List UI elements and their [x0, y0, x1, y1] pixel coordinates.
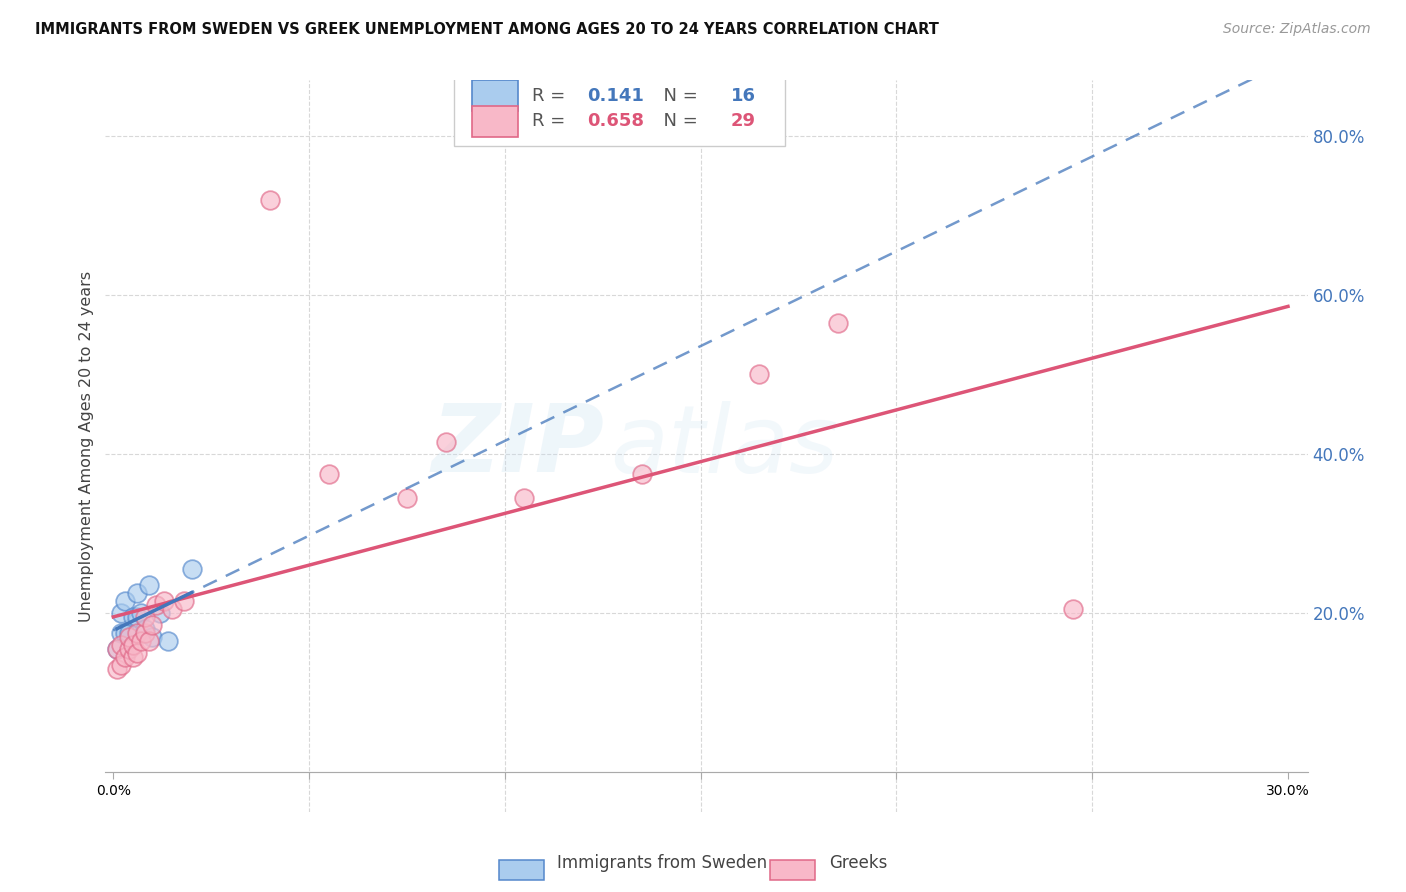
Point	[318, 467, 340, 481]
Text: Immigrants from Sweden: Immigrants from Sweden	[557, 854, 766, 871]
Point	[145, 598, 167, 612]
Text: 16: 16	[731, 87, 755, 104]
Text: N =: N =	[652, 112, 704, 130]
Point	[114, 649, 136, 664]
Point	[125, 586, 148, 600]
Point	[110, 625, 132, 640]
Text: 0.658: 0.658	[588, 112, 644, 130]
Text: ZIP: ZIP	[432, 400, 605, 492]
FancyBboxPatch shape	[472, 106, 517, 136]
Point	[160, 602, 183, 616]
Point	[173, 594, 195, 608]
Point	[134, 610, 156, 624]
Point	[138, 578, 160, 592]
Point	[141, 618, 163, 632]
Point	[121, 638, 143, 652]
Text: R =: R =	[533, 87, 571, 104]
Point	[118, 641, 141, 656]
Point	[125, 625, 148, 640]
Point	[134, 625, 156, 640]
Point	[157, 633, 180, 648]
Text: N =: N =	[652, 87, 704, 104]
Text: Greeks: Greeks	[830, 854, 889, 871]
Point	[125, 610, 148, 624]
Point	[129, 606, 152, 620]
Point	[105, 662, 128, 676]
Point	[434, 435, 457, 450]
Text: 0.141: 0.141	[588, 87, 644, 104]
Point	[141, 630, 163, 644]
Point	[513, 491, 536, 505]
Point	[105, 641, 128, 656]
Point	[125, 646, 148, 660]
Point	[118, 630, 141, 644]
Text: atlas: atlas	[610, 401, 838, 491]
Point	[1062, 602, 1084, 616]
Text: IMMIGRANTS FROM SWEDEN VS GREEK UNEMPLOYMENT AMONG AGES 20 TO 24 YEARS CORRELATI: IMMIGRANTS FROM SWEDEN VS GREEK UNEMPLOY…	[35, 22, 939, 37]
Point	[121, 649, 143, 664]
Point	[110, 657, 132, 672]
Point	[631, 467, 654, 481]
Point	[114, 594, 136, 608]
Text: 29: 29	[731, 112, 755, 130]
Point	[180, 562, 202, 576]
Point	[110, 638, 132, 652]
Point	[748, 368, 770, 382]
Point	[149, 606, 172, 620]
Point	[129, 633, 152, 648]
Point	[114, 625, 136, 640]
Point	[118, 625, 141, 640]
Point	[153, 594, 176, 608]
Point	[105, 641, 128, 656]
FancyBboxPatch shape	[472, 80, 517, 111]
Point	[395, 491, 418, 505]
Point	[121, 610, 143, 624]
Point	[110, 606, 132, 620]
Point	[138, 633, 160, 648]
FancyBboxPatch shape	[454, 67, 785, 146]
Text: Source: ZipAtlas.com: Source: ZipAtlas.com	[1223, 22, 1371, 37]
Text: R =: R =	[533, 112, 571, 130]
Point	[259, 193, 281, 207]
Y-axis label: Unemployment Among Ages 20 to 24 years: Unemployment Among Ages 20 to 24 years	[79, 270, 94, 622]
Point	[134, 622, 156, 636]
Point	[827, 316, 849, 330]
